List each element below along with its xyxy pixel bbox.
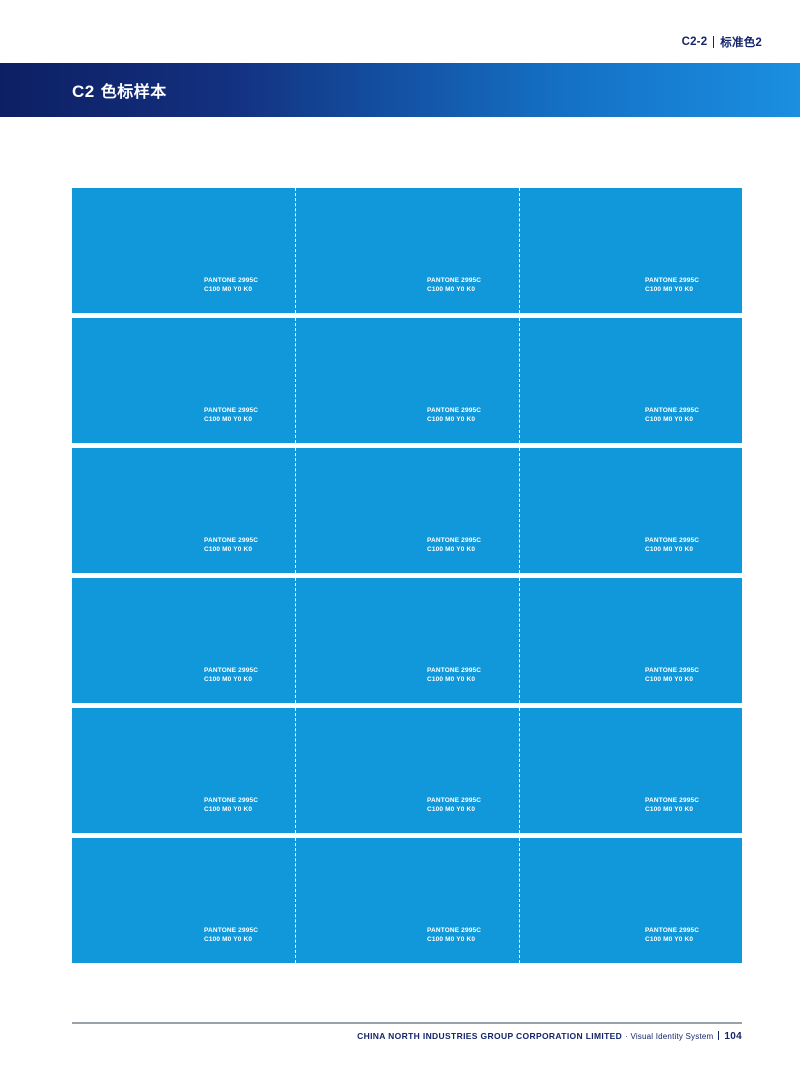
swatch-divider-vertical (518, 838, 520, 963)
header-band: C2 色标样本 (0, 63, 800, 117)
swatch-label: PANTONE 2995C C100 M0 Y0 K0 (204, 796, 258, 814)
swatch-label: PANTONE 2995C C100 M0 Y0 K0 (645, 536, 699, 554)
swatch-divider-vertical (295, 188, 297, 313)
swatch-pantone: PANTONE 2995C (645, 797, 700, 804)
swatch-divider-vertical (295, 448, 297, 573)
footer: CHINA NORTH INDUSTRIES GROUP CORPORATION… (357, 1030, 742, 1042)
swatch-pantone: PANTONE 2995C (427, 797, 482, 804)
swatch-pantone: PANTONE 2995C (427, 277, 482, 284)
swatch-pantone: PANTONE 2995C (427, 927, 482, 934)
swatch-pantone: PANTONE 2995C (427, 537, 482, 544)
swatch-pantone: PANTONE 2995C (204, 927, 259, 934)
swatch-cmyk: C100 M0 Y0 K0 (427, 286, 476, 293)
swatch-pantone: PANTONE 2995C (427, 407, 482, 414)
swatch-divider-vertical (295, 708, 297, 833)
swatch-row: PANTONE 2995C C100 M0 Y0 K0 PANTONE 2995… (72, 186, 742, 313)
page-tag-divider (713, 36, 715, 48)
swatch-divider-horizontal (72, 705, 742, 706)
swatch-divider-horizontal (72, 186, 742, 187)
swatch-divider-vertical (518, 578, 520, 703)
swatch-cmyk: C100 M0 Y0 K0 (204, 416, 253, 423)
swatch-cmyk: C100 M0 Y0 K0 (204, 806, 253, 813)
swatch-pantone: PANTONE 2995C (204, 537, 259, 544)
swatch-label: PANTONE 2995C C100 M0 Y0 K0 (204, 926, 258, 944)
page-number: 104 (724, 1031, 742, 1042)
swatch-cmyk: C100 M0 Y0 K0 (427, 416, 476, 423)
swatch-label: PANTONE 2995C C100 M0 Y0 K0 (204, 666, 258, 684)
swatch-cmyk: C100 M0 Y0 K0 (427, 546, 476, 553)
footer-subtitle: · Visual Identity System (625, 1032, 714, 1041)
swatch-divider-vertical (518, 448, 520, 573)
swatch-label: PANTONE 2995C C100 M0 Y0 K0 (427, 796, 481, 814)
swatch-label: PANTONE 2995C C100 M0 Y0 K0 (204, 276, 258, 294)
swatch-pantone: PANTONE 2995C (645, 277, 700, 284)
swatch-cmyk: C100 M0 Y0 K0 (645, 286, 694, 293)
swatch-divider-vertical (518, 188, 520, 313)
page-tag: C2-2 标准色2 (682, 34, 762, 50)
swatch-label: PANTONE 2995C C100 M0 Y0 K0 (645, 796, 699, 814)
swatch-pantone: PANTONE 2995C (204, 407, 259, 414)
swatch-pantone: PANTONE 2995C (645, 407, 700, 414)
swatch-cmyk: C100 M0 Y0 K0 (427, 936, 476, 943)
footer-rule (72, 1022, 742, 1024)
footer-company: CHINA NORTH INDUSTRIES GROUP CORPORATION… (357, 1031, 623, 1041)
swatch-label: PANTONE 2995C C100 M0 Y0 K0 (645, 276, 699, 294)
swatch-label: PANTONE 2995C C100 M0 Y0 K0 (645, 666, 699, 684)
swatch-divider-vertical (295, 318, 297, 443)
swatch-cmyk: C100 M0 Y0 K0 (645, 416, 694, 423)
swatch-label: PANTONE 2995C C100 M0 Y0 K0 (204, 406, 258, 424)
swatch-row: PANTONE 2995C C100 M0 Y0 K0 PANTONE 2995… (72, 315, 742, 443)
swatch-pantone: PANTONE 2995C (645, 537, 700, 544)
page-tag-code: C2-2 (681, 36, 708, 48)
swatch-cmyk: C100 M0 Y0 K0 (204, 936, 253, 943)
swatch-label: PANTONE 2995C C100 M0 Y0 K0 (204, 536, 258, 554)
swatch-pantone: PANTONE 2995C (427, 667, 482, 674)
swatch-cmyk: C100 M0 Y0 K0 (645, 546, 694, 553)
swatch-cmyk: C100 M0 Y0 K0 (204, 676, 253, 683)
swatch-divider-horizontal (72, 575, 742, 576)
swatch-pantone: PANTONE 2995C (645, 667, 700, 674)
swatch-row: PANTONE 2995C C100 M0 Y0 K0 PANTONE 2995… (72, 445, 742, 573)
swatch-divider-horizontal (72, 835, 742, 836)
swatch-divider-vertical (295, 578, 297, 703)
footer-divider (718, 1031, 720, 1040)
swatch-cmyk: C100 M0 Y0 K0 (645, 936, 694, 943)
swatch-row: PANTONE 2995C C100 M0 Y0 K0 PANTONE 2995… (72, 575, 742, 703)
swatch-cmyk: C100 M0 Y0 K0 (204, 286, 253, 293)
swatch-cmyk: C100 M0 Y0 K0 (204, 546, 253, 553)
page-title-text: 色标样本 (100, 84, 167, 101)
color-swatch-grid: PANTONE 2995C C100 M0 Y0 K0 PANTONE 2995… (72, 186, 742, 963)
swatch-row: PANTONE 2995C C100 M0 Y0 K0 PANTONE 2995… (72, 835, 742, 963)
swatch-label: PANTONE 2995C C100 M0 Y0 K0 (427, 666, 481, 684)
swatch-divider-vertical (518, 318, 520, 443)
swatch-label: PANTONE 2995C C100 M0 Y0 K0 (427, 926, 481, 944)
swatch-pantone: PANTONE 2995C (645, 927, 700, 934)
swatch-pantone: PANTONE 2995C (204, 667, 259, 674)
swatch-label: PANTONE 2995C C100 M0 Y0 K0 (427, 406, 481, 424)
swatch-label: PANTONE 2995C C100 M0 Y0 K0 (645, 926, 699, 944)
swatch-divider-horizontal (72, 445, 742, 446)
swatch-divider-vertical (295, 838, 297, 963)
swatch-pantone: PANTONE 2995C (204, 277, 259, 284)
swatch-label: PANTONE 2995C C100 M0 Y0 K0 (645, 406, 699, 424)
swatch-pantone: PANTONE 2995C (204, 797, 259, 804)
swatch-cmyk: C100 M0 Y0 K0 (645, 806, 694, 813)
page-tag-label: 标准色2 (720, 37, 762, 49)
page-title: C2 色标样本 (72, 78, 167, 102)
swatch-cmyk: C100 M0 Y0 K0 (427, 676, 476, 683)
swatch-label: PANTONE 2995C C100 M0 Y0 K0 (427, 536, 481, 554)
swatch-cmyk: C100 M0 Y0 K0 (645, 676, 694, 683)
swatch-label: PANTONE 2995C C100 M0 Y0 K0 (427, 276, 481, 294)
swatch-row: PANTONE 2995C C100 M0 Y0 K0 PANTONE 2995… (72, 705, 742, 833)
swatch-cmyk: C100 M0 Y0 K0 (427, 806, 476, 813)
swatch-divider-horizontal (72, 315, 742, 316)
swatch-divider-vertical (518, 708, 520, 833)
page-title-code: C2 (72, 82, 95, 101)
